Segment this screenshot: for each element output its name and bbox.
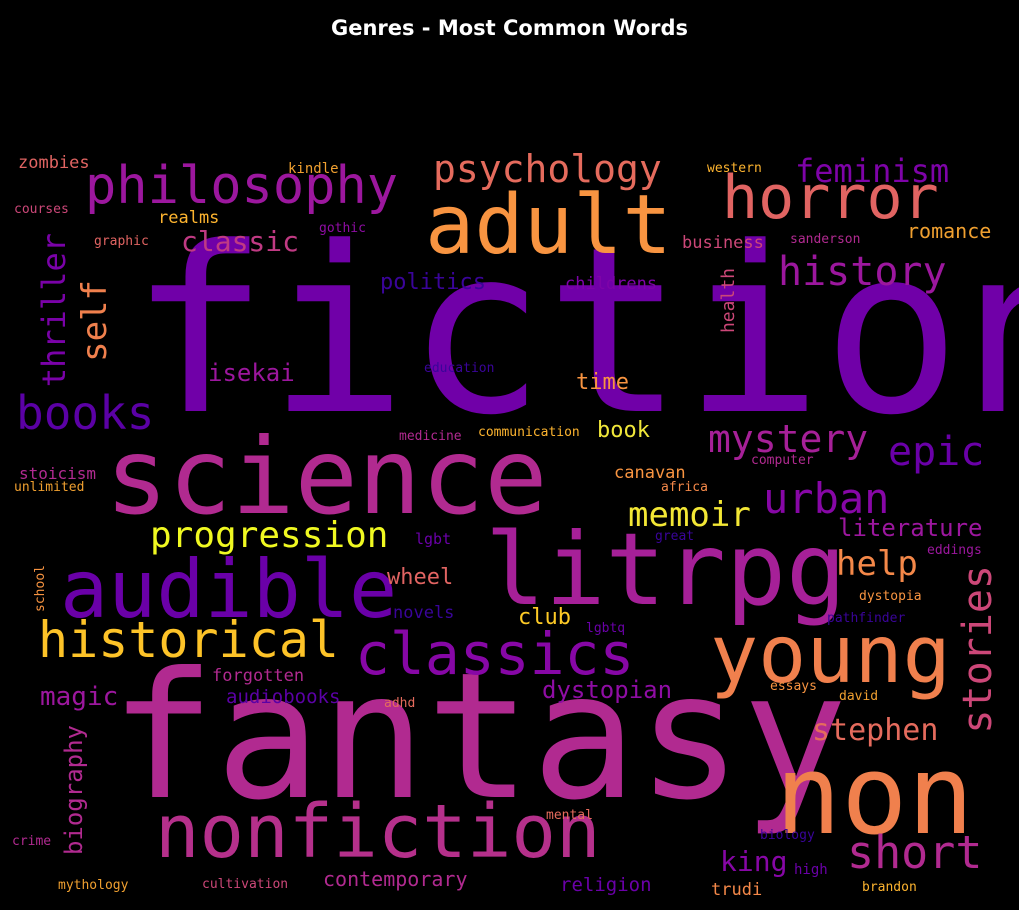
word-non: non [775,731,974,859]
word-adult: adult [425,178,672,273]
word-wheel: wheel [387,565,454,590]
word-biography: biography [60,725,88,856]
word-medicine: medicine [399,429,462,444]
word-literature: literature [838,514,983,542]
word-cultivation: cultivation [202,877,289,892]
word-progression: progression [150,515,389,556]
word-historical: historical [38,611,340,669]
word-crime: crime [12,834,52,849]
word-epic: epic [888,429,985,475]
word-computer: computer [751,453,814,468]
word-lgbtq: lgbtq [586,621,626,636]
word-mystery: mystery [708,417,869,461]
word-school: school [33,565,48,612]
word-brandon: brandon [862,880,917,895]
word-courses: courses [14,202,69,217]
word-childrens: childrens [565,274,658,294]
word-short: short [847,826,983,879]
word-canavan: canavan [614,463,686,483]
word-philosophy: philosophy [85,156,399,216]
word-adhd: adhd [384,696,416,711]
word-unlimited: unlimited [14,480,85,495]
word-king: king [720,845,788,878]
word-classics: classics [355,620,635,688]
word-graphic: graphic [94,234,149,249]
word-magic: magic [40,682,119,712]
word-kindle: kindle [288,161,339,177]
word-psychology: psychology [433,147,662,191]
word-fantasy: fantasy [110,636,848,839]
word-science: science [105,416,548,538]
word-business: business [682,233,764,253]
word-biology: biology [760,828,815,843]
word-novels: novels [393,603,455,623]
word-young: young [710,608,951,701]
word-mental: mental [546,808,593,823]
chart-title: Genres - Most Common Words [330,16,689,40]
word-stephen: stephen [812,713,939,748]
word-religion: religion [560,874,652,896]
word-contemporary: contemporary [323,867,468,891]
word-communication: communication [478,425,580,440]
word-time: time [576,370,629,395]
word-gothic: gothic [319,221,366,236]
word-audiobooks: audiobooks [226,686,341,708]
word-memoir: memoir [628,495,751,535]
word-realms: realms [158,208,220,228]
word-dystopian: dystopian [542,676,673,704]
word-nonfiction: nonfiction [155,789,601,875]
word-zombies: zombies [18,153,90,173]
word-trudi: trudi [711,880,763,900]
word-feminism: feminism [795,152,950,190]
word-romance: romance [907,219,992,243]
word-horror: horror [722,163,939,233]
word-self: self [75,280,115,362]
word-isekai: isekai [208,359,295,387]
word-education: education [424,361,495,376]
word-sanderson: sanderson [790,232,861,247]
word-david: david [839,689,879,704]
word-high: high [794,862,828,878]
word-litrpg: litrpg [485,511,847,628]
word-pathfinder: pathfinder [827,611,906,626]
word-africa: africa [661,480,708,495]
word-books: books [16,386,155,440]
word-great: great [655,529,695,544]
word-book: book [597,418,650,443]
word-politics: politics [380,270,486,295]
word-health: health [718,268,739,334]
word-stoicism: stoicism [19,464,97,483]
word-club: club [518,605,571,630]
word-mythology: mythology [58,878,129,893]
word-stories: stories [955,565,1001,734]
word-help: help [836,544,918,584]
word-thriller: thriller [35,233,73,388]
word-essays: essays [770,679,817,694]
word-dystopia: dystopia [859,589,922,604]
word-classic: classic [181,225,300,258]
word-history: history [778,249,947,295]
word-urban: urban [763,474,890,523]
word-fiction: fiction [130,199,1019,466]
word-forgotten: forgotten [212,666,305,686]
word-eddings: eddings [927,543,982,558]
word-lgbt: lgbt [415,530,452,548]
word-audible: audible [60,543,398,636]
word-western: western [707,161,762,176]
